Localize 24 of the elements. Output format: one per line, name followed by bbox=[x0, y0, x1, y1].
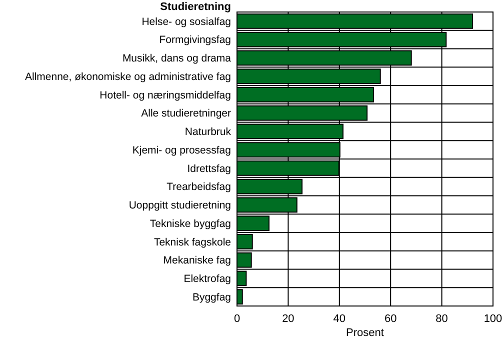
y-tick-label: Kjemi- og prosessfag bbox=[132, 144, 232, 156]
y-tick-label: Trearbeidsfag bbox=[166, 181, 232, 194]
x-tick-label: 80 bbox=[436, 313, 448, 325]
x-axis-title: Prosent bbox=[346, 327, 384, 339]
y-axis-title: Studieretning bbox=[160, 1, 231, 13]
x-tick-label: 20 bbox=[282, 313, 294, 325]
y-tick-label: Musikk, dans og drama bbox=[122, 52, 232, 65]
y-tick-label: Uoppgitt studieretning bbox=[128, 200, 232, 212]
y-tick-label: Elektrofag bbox=[184, 273, 232, 286]
y-tick-label: Tekniske byggfag bbox=[150, 218, 232, 230]
y-tick-label: Allmenne, økonomiske og administrative fag bbox=[24, 70, 232, 83]
y-tick-label: Byggfag bbox=[192, 291, 232, 304]
y-tick-label: Mekaniske fag bbox=[163, 254, 232, 267]
x-tick-label: 60 bbox=[384, 313, 397, 325]
y-tick-label: Helse- og sosialfag bbox=[142, 16, 232, 28]
y-tick-label: Formgivingsfag bbox=[159, 34, 232, 46]
x-tick-label: 100 bbox=[484, 313, 502, 325]
y-tick-label: Teknisk fagskole bbox=[154, 236, 232, 248]
y-tick-label: Hotell- og næringsmiddelfag bbox=[100, 89, 232, 102]
y-tick-label: Alle studieretninger bbox=[141, 108, 232, 120]
y-tick-label: Naturbruk bbox=[184, 126, 232, 138]
x-tick-label: 0 bbox=[234, 313, 240, 325]
x-tick-label: 40 bbox=[333, 313, 346, 325]
y-tick-label: Idrettsfag bbox=[187, 162, 232, 175]
